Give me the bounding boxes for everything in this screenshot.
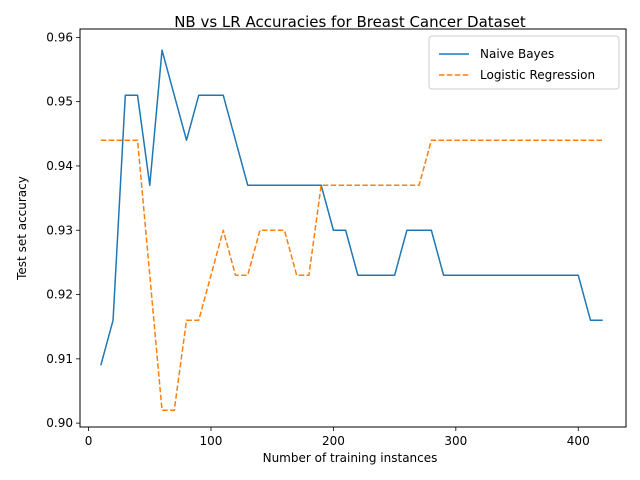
y-tick-label: 0.90	[46, 416, 73, 430]
y-tick-label: 0.94	[46, 159, 73, 173]
y-tick-label: 0.92	[46, 288, 73, 302]
x-tick-label: 300	[444, 434, 467, 448]
x-tick-label: 200	[322, 434, 345, 448]
legend: Naive Bayes Logistic Regression	[428, 35, 620, 90]
plot-area	[80, 29, 626, 427]
x-axis-label: Number of training instances	[263, 451, 438, 465]
series-line-logistic-regression	[100, 139, 603, 412]
y-tick-label: 0.96	[46, 30, 73, 44]
legend-label-naive-bayes: Naive Bayes	[480, 47, 554, 61]
x-tick-label: 400	[567, 434, 590, 448]
ticks-layer: 0 100 200 300 400 0.90 0.91 0.92 0.93 0.94 0.95 0.9…	[46, 30, 589, 448]
legend-box	[428, 35, 620, 90]
chart-title: NB vs LR Accuracies for Breast Cancer Da…	[174, 13, 526, 31]
plot-frame	[79, 28, 627, 428]
y-tick-label: 0.95	[46, 95, 73, 109]
x-tick-label: 100	[200, 434, 223, 448]
x-tick-label: 0	[85, 434, 93, 448]
y-tick-label: 0.93	[46, 223, 73, 237]
series-layer	[100, 49, 603, 412]
y-axis-label: Test set accuracy	[15, 176, 29, 281]
series-line-naive-bayes	[100, 49, 603, 366]
y-tick-label: 0.91	[46, 352, 73, 366]
legend-label-logistic-regression: Logistic Regression	[480, 68, 595, 82]
